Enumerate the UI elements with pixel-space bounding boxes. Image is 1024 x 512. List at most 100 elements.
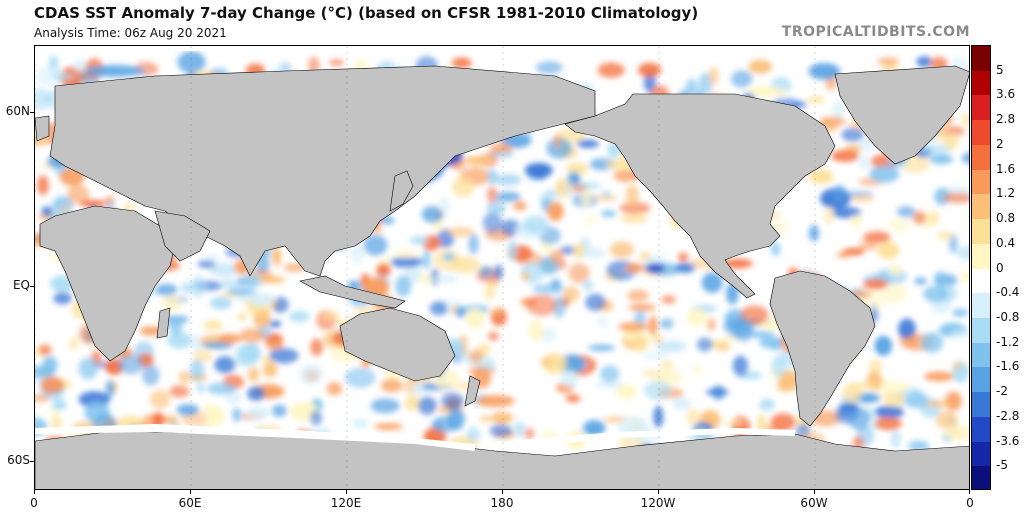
land-arabia (154, 210, 211, 262)
anomaly-blotch (851, 194, 875, 203)
anomaly-blotch (597, 62, 625, 78)
colorbar-label: 1.6 (996, 161, 1016, 176)
anomaly-blotch (447, 226, 475, 237)
anomaly-blotch (417, 396, 437, 415)
anomaly-blotch (486, 186, 498, 204)
anomaly-blotch (429, 301, 448, 316)
anomaly-blotch (863, 278, 889, 290)
longitude-tick (190, 490, 191, 494)
colorbar-segment (972, 169, 990, 195)
anomaly-blotch (495, 173, 522, 186)
anomaly-blotch (247, 386, 265, 402)
anomaly-blotch (528, 320, 544, 342)
anomaly-blotch (206, 409, 225, 425)
anomaly-blotch (686, 308, 708, 326)
anomaly-blotch (479, 265, 494, 279)
longitude-label: 120W (640, 496, 676, 510)
anomaly-blotch (595, 381, 625, 389)
anomaly-blotch (869, 165, 900, 183)
anomaly-blotch (616, 384, 638, 399)
anomaly-blotch (882, 391, 906, 407)
anomaly-blotch (748, 59, 773, 74)
anomaly-blotch (36, 65, 65, 87)
land-madagascar (156, 307, 171, 339)
colorbar-segment (972, 120, 990, 146)
anomaly-blotch (732, 355, 749, 376)
land-japan (389, 170, 414, 212)
anomaly-blotch (41, 206, 53, 217)
anomaly-blotch (575, 182, 601, 190)
anomaly-blotch (582, 280, 594, 291)
anomaly-blotch (177, 51, 206, 74)
anomaly-blotch (208, 263, 239, 277)
anomaly-blotch (549, 249, 564, 264)
anomaly-blotch (962, 152, 969, 164)
anomaly-blotch (152, 412, 165, 428)
anomaly-blotch (370, 398, 400, 414)
anomaly-blotch (763, 404, 774, 412)
anomaly-blotch (553, 134, 562, 148)
anomaly-blotch (847, 408, 871, 430)
anomaly-blotch (858, 155, 870, 170)
anomaly-blotch (627, 289, 649, 302)
anomaly-blotch (685, 78, 698, 96)
anomaly-blotch (38, 344, 52, 356)
anomaly-blotch (209, 297, 232, 310)
anomaly-blotch (836, 251, 850, 259)
anomaly-blotch (191, 275, 207, 298)
anomaly-blotch (831, 150, 859, 162)
longitude-tick (814, 490, 815, 494)
anomaly-blotch (421, 206, 444, 223)
anomaly-blotch (441, 392, 464, 410)
anomaly-blotch (207, 382, 237, 395)
anomaly-blotch (495, 191, 521, 202)
anomaly-blotch (678, 252, 689, 262)
latitude-tick (30, 460, 34, 462)
anomaly-blotch (79, 200, 108, 208)
colorbar-label: -5 (996, 458, 1008, 473)
anomaly-blotch (410, 235, 429, 245)
anomaly-blotch (489, 143, 513, 154)
anomaly-blotch (451, 57, 472, 69)
anomaly-blotch (203, 421, 219, 428)
anomaly-blotch (808, 224, 820, 242)
anomaly-blotch (721, 419, 746, 426)
anomaly-blotch (890, 430, 901, 449)
anomaly-blotch (117, 354, 144, 375)
anomaly-blotch (924, 371, 955, 382)
longitude-tick (502, 490, 503, 494)
anomaly-blotch (196, 383, 206, 393)
anomaly-blotch (935, 410, 958, 430)
anomaly-blotch (40, 376, 65, 394)
colorbar-label: -0.4 (996, 285, 1020, 300)
anomaly-blotch (539, 430, 559, 440)
anomaly-blotch (723, 317, 754, 337)
anomaly-blotch (565, 394, 581, 403)
anomaly-blotch (619, 202, 651, 215)
anomaly-blotch (908, 440, 930, 451)
anomaly-blotch (842, 383, 863, 403)
anomaly-blotch (178, 371, 190, 384)
longitude-tick (34, 490, 35, 494)
anomaly-blotch (928, 210, 940, 225)
anomaly-blotch (546, 137, 572, 159)
colorbar-label: -1.2 (996, 334, 1020, 349)
anomaly-blotch (656, 340, 687, 353)
anomaly-blotch (566, 162, 589, 176)
anomaly-blotch (580, 247, 606, 259)
anomaly-blotch (905, 392, 930, 409)
longitude-tick (346, 490, 347, 494)
anomaly-blotch (597, 316, 608, 328)
anomaly-blotch (731, 70, 753, 88)
anomaly-blotch (672, 397, 691, 410)
colorbar-label: -0.8 (996, 309, 1020, 324)
anomaly-blotch (329, 59, 344, 66)
anomaly-blotch (920, 332, 944, 353)
anomaly-blotch (433, 416, 456, 433)
colorbar-segment (972, 219, 990, 245)
longitude-tick (969, 490, 970, 494)
colorbar-segment (972, 70, 990, 96)
anomaly-blotch (203, 320, 223, 331)
anomaly-blotch (167, 332, 193, 349)
anomaly-blotch (832, 99, 845, 121)
